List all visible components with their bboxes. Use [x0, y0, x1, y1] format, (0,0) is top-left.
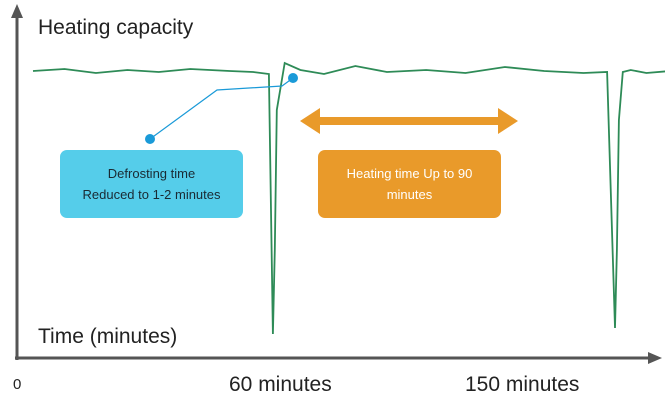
y-axis-label: Heating capacity	[38, 16, 194, 39]
defrost-line-1: Defrosting time	[107, 166, 196, 181]
defrost-time-callout: Defrosting time Reduced to 1-2 minutes	[60, 150, 243, 218]
x-tick-label-150: 150 minutes	[465, 373, 580, 396]
defrost-marker-end	[288, 73, 298, 83]
defrost-leader-line	[149, 77, 294, 140]
x-tick-label-0: 0	[13, 376, 22, 393]
x-axis-arrow	[648, 352, 662, 364]
x-axis-label: Time (minutes)	[38, 325, 178, 348]
heating-line-1: Heating time Up to 90	[346, 166, 473, 181]
defrost-marker-start	[145, 134, 155, 144]
x-tick-label-60: 60 minutes	[229, 373, 332, 396]
defrost-line-2: Reduced to 1-2 minutes	[82, 187, 221, 202]
heating-time-callout: Heating time Up to 90 minutes	[318, 150, 501, 218]
heating-time-arrow	[300, 108, 518, 134]
heating-line-2: minutes	[386, 187, 433, 202]
y-axis-arrow	[11, 4, 23, 18]
heating-capacity-line	[32, 61, 665, 335]
